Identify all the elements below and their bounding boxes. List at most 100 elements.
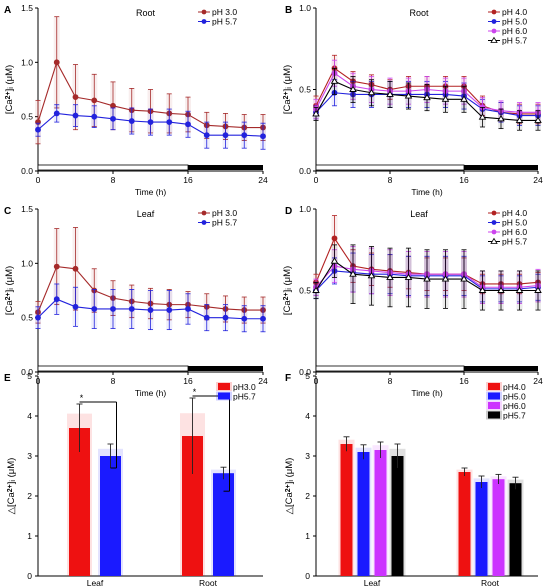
panel-f-bar-root-ph4-0 bbox=[458, 472, 471, 576]
panel-c-letter: C bbox=[4, 206, 11, 217]
panel-c-series-ph5-7-point bbox=[185, 306, 191, 312]
panel-d-x-tick-label: 8 bbox=[388, 376, 393, 386]
panel-d-dark-period-bar bbox=[464, 366, 538, 371]
panel-f-bar-leaf-ph4-0 bbox=[340, 444, 353, 576]
panel-a-series-ph3-0-legend-marker bbox=[201, 9, 207, 15]
panel-c-y-tick-label: 1.0 bbox=[21, 258, 33, 268]
panel-b-series-ph5-7-point bbox=[386, 90, 394, 97]
panel-f-legend-ph4-0-label: pH4.0 bbox=[503, 382, 526, 392]
panel-f-y-tick-label: 1 bbox=[305, 531, 310, 541]
panel-a-light-period-bar bbox=[37, 164, 189, 171]
panel-b-series-ph6-0-legend-marker bbox=[491, 28, 497, 34]
panel-a-y-tick-label: 0.0 bbox=[21, 166, 33, 176]
panel-d-series-ph5-7-point bbox=[367, 271, 376, 279]
panel-b-series-ph5-7-point bbox=[367, 88, 376, 96]
panel-a-series-ph5-7-point bbox=[241, 132, 248, 139]
panel-c-series-ph5-7-legend-label: pH 5.7 bbox=[212, 218, 237, 228]
panel-a-series-ph3-0-legend-label: pH 3.0 bbox=[212, 7, 237, 17]
panel-c-series-ph5-7-point bbox=[35, 314, 41, 321]
panel-a-x-tick-label: 24 bbox=[258, 175, 268, 185]
panel-b-series-ph5-7-point bbox=[330, 77, 339, 84]
panel-d-series-ph4-0-legend-marker bbox=[491, 210, 497, 216]
panel-b-x-tick-label: 0 bbox=[314, 175, 319, 185]
panel-b-letter: B bbox=[285, 5, 292, 16]
panel-f-legend-ph6-0-swatch bbox=[488, 402, 500, 409]
panel-d-x-axis-label: Time (h) bbox=[411, 388, 442, 398]
panel-d-series-ph5-7-point bbox=[386, 273, 394, 280]
panel-f-legend-ph4-0-swatch bbox=[488, 383, 500, 390]
panel-e-legend-ph3-0-label: pH3.0 bbox=[233, 382, 256, 392]
panel-b-y-tick-label: 0.0 bbox=[299, 166, 311, 176]
panel-a-series-ph5-7-point bbox=[166, 119, 173, 125]
panel-d-letter: D bbox=[285, 206, 292, 217]
panel-c-series-ph5-7-point bbox=[260, 315, 266, 322]
panel-c-light-period-bar bbox=[37, 365, 189, 372]
panel-d-series-ph6-0-legend-label: pH 6.0 bbox=[502, 227, 527, 237]
panel-b-series-ph5-7-point bbox=[441, 95, 450, 102]
panel-f-legend-ph5-7-label: pH5.7 bbox=[503, 411, 526, 421]
panel-e-significance-marker: * bbox=[193, 387, 197, 397]
panel-a-y-tick-label: 1.5 bbox=[21, 3, 33, 13]
panel-b-series-ph5-7-point bbox=[515, 116, 524, 123]
panel-a-series-ph3-0-point bbox=[53, 59, 60, 66]
panel-c-series-ph5-7-legend-marker bbox=[201, 220, 207, 225]
panel-a-x-tick-label: 0 bbox=[36, 175, 41, 185]
panel-d-light-period-bar bbox=[315, 365, 465, 372]
panel-b-y-tick-label: 0.5 bbox=[299, 85, 311, 95]
panel-b-series-ph5-0-legend-marker bbox=[491, 19, 497, 24]
panel-c-series-ph3-0-legend-label: pH 3.0 bbox=[212, 208, 237, 218]
panel-e-y-tick-label: 3 bbox=[27, 451, 32, 461]
panel-d-series-ph5-7-point bbox=[330, 257, 339, 264]
panel-d-series-ph5-7-point bbox=[478, 286, 487, 293]
panel-f-letter: F bbox=[285, 373, 291, 384]
panel-e-y-tick-label: 4 bbox=[27, 411, 32, 421]
panel-e-legend-ph5-7-swatch bbox=[218, 392, 230, 400]
panel-a-series-ph5-7-point bbox=[35, 126, 41, 133]
panel-d-series-ph6-0-legend-marker bbox=[491, 229, 497, 235]
panel-d-series-ph5-0-legend-label: pH 5.0 bbox=[502, 218, 527, 228]
panel-c-series-ph5-7-point bbox=[147, 307, 154, 313]
panel-d-series-ph5-7-legend-marker bbox=[490, 237, 498, 244]
panel-a-x-tick-label: 16 bbox=[183, 175, 193, 185]
panel-d-series-ph5-7-point bbox=[515, 286, 524, 293]
panel-c-y-axis-label: [Ca2+]i (μM) bbox=[4, 266, 15, 315]
panel-d-series-ph5-7-point bbox=[460, 275, 468, 282]
panel-a-series-ph5-7-point bbox=[128, 118, 135, 124]
panel-c-series-ph3-0-point bbox=[53, 263, 60, 270]
panel-d-x-tick-label: 24 bbox=[533, 376, 543, 386]
panel-a-title: Root bbox=[136, 8, 156, 18]
panel-e-legend-ph5-7-label: pH5.7 bbox=[233, 392, 256, 402]
panel-e-y-tick-label: 0 bbox=[27, 571, 32, 581]
panel-f-legend-ph5-7-swatch bbox=[488, 411, 500, 419]
panel-e-category-label: Leaf bbox=[87, 578, 104, 587]
panel-f-bar-leaf-ph5-0 bbox=[357, 452, 370, 576]
panel-c-y-tick-label: 1.5 bbox=[21, 204, 33, 214]
panel-a-series-ph3-0-point bbox=[110, 102, 116, 109]
panel-a-dark-period-bar bbox=[188, 165, 263, 170]
panel-d-series-ph4-0-point bbox=[331, 235, 338, 242]
panel-e-bar-root-ph3-0 bbox=[182, 436, 203, 576]
panel-c-x-axis-label: Time (h) bbox=[135, 388, 166, 398]
panel-f-bar-leaf-ph5-7 bbox=[391, 456, 404, 576]
panel-e-bar-leaf-ph3-0 bbox=[69, 428, 90, 576]
panel-f-y-tick-label: 5 bbox=[305, 371, 310, 381]
panel-c-series-ph5-7-point bbox=[53, 296, 60, 303]
panel-a-series-ph5-7-point bbox=[72, 112, 79, 119]
panel-b-x-tick-label: 24 bbox=[533, 175, 543, 185]
panel-f-bar-leaf-ph6-0 bbox=[374, 450, 387, 576]
panel-f-y-axis-label-text: △[Ca2+]i (μM) bbox=[284, 458, 295, 515]
panel-f-bar-root-ph5-7 bbox=[509, 483, 522, 576]
panel-d-series-ph5-7-point bbox=[441, 275, 450, 282]
panel-d-x-tick-label: 16 bbox=[459, 376, 469, 386]
panel-c-x-tick-label: 8 bbox=[111, 376, 116, 386]
panel-e-y-axis-label-text: △[Ca2+]i (μM) bbox=[6, 458, 17, 515]
panel-a-series-ph5-7-point bbox=[91, 113, 98, 120]
panel-b-series-ph4-0-legend-label: pH 4.0 bbox=[502, 7, 527, 17]
panel-f-y-tick-label: 4 bbox=[305, 411, 310, 421]
panel-b-series-ph5-7-point bbox=[534, 116, 542, 123]
panel-c-series-ph5-7-point bbox=[166, 307, 173, 313]
panel-a-series-ph5-7-point bbox=[222, 132, 229, 139]
panel-d-y-axis-label: [Ca2+]i (μM) bbox=[282, 266, 293, 315]
panel-b-series-ph4-0-legend-marker bbox=[491, 9, 497, 15]
